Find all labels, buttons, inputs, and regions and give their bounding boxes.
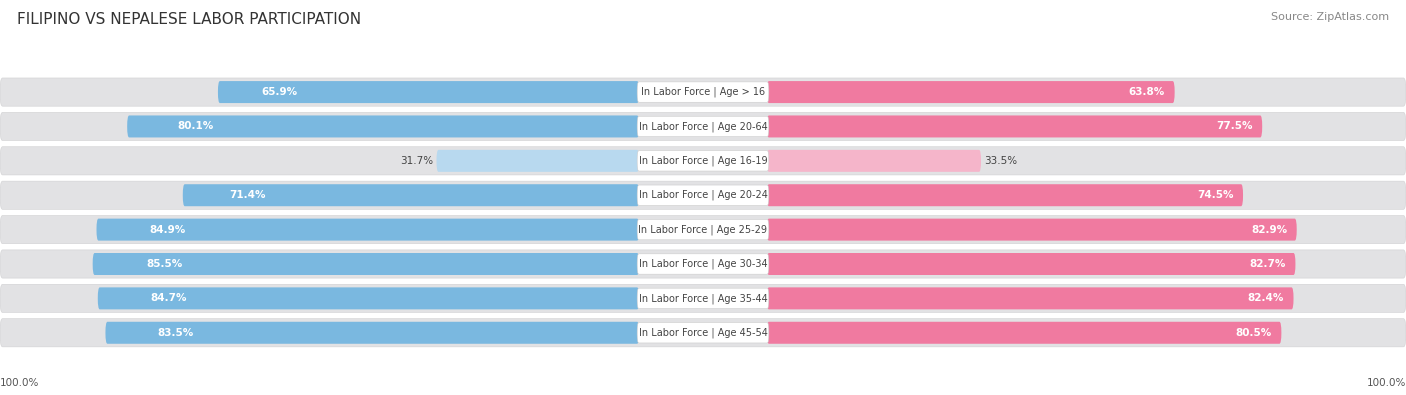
- FancyBboxPatch shape: [637, 254, 769, 274]
- Text: 82.4%: 82.4%: [1247, 293, 1284, 303]
- Text: 71.4%: 71.4%: [229, 190, 266, 200]
- FancyBboxPatch shape: [637, 219, 769, 240]
- Text: 82.7%: 82.7%: [1250, 259, 1286, 269]
- FancyBboxPatch shape: [0, 181, 1406, 209]
- FancyBboxPatch shape: [98, 288, 640, 309]
- Text: 84.9%: 84.9%: [149, 225, 186, 235]
- Text: 74.5%: 74.5%: [1197, 190, 1233, 200]
- FancyBboxPatch shape: [218, 81, 640, 103]
- Text: 82.9%: 82.9%: [1251, 225, 1286, 235]
- Text: In Labor Force | Age 20-24: In Labor Force | Age 20-24: [638, 190, 768, 201]
- Text: 77.5%: 77.5%: [1216, 121, 1253, 132]
- Text: In Labor Force | Age 45-54: In Labor Force | Age 45-54: [638, 327, 768, 338]
- FancyBboxPatch shape: [637, 150, 769, 171]
- Text: 31.7%: 31.7%: [401, 156, 433, 166]
- FancyBboxPatch shape: [766, 150, 981, 172]
- FancyBboxPatch shape: [637, 82, 769, 102]
- FancyBboxPatch shape: [93, 253, 640, 275]
- Text: 80.1%: 80.1%: [177, 121, 214, 132]
- FancyBboxPatch shape: [97, 218, 640, 241]
- Text: In Labor Force | Age 16-19: In Labor Force | Age 16-19: [638, 156, 768, 166]
- FancyBboxPatch shape: [766, 184, 1243, 206]
- FancyBboxPatch shape: [0, 319, 1406, 347]
- Text: In Labor Force | Age 20-64: In Labor Force | Age 20-64: [638, 121, 768, 132]
- Text: 63.8%: 63.8%: [1129, 87, 1166, 97]
- FancyBboxPatch shape: [637, 288, 769, 308]
- FancyBboxPatch shape: [0, 112, 1406, 141]
- FancyBboxPatch shape: [0, 250, 1406, 278]
- FancyBboxPatch shape: [105, 322, 640, 344]
- FancyBboxPatch shape: [766, 218, 1296, 241]
- FancyBboxPatch shape: [766, 81, 1174, 103]
- Text: 83.5%: 83.5%: [157, 328, 194, 338]
- FancyBboxPatch shape: [637, 116, 769, 137]
- FancyBboxPatch shape: [127, 115, 640, 137]
- Text: In Labor Force | Age 25-29: In Labor Force | Age 25-29: [638, 224, 768, 235]
- Text: In Labor Force | Age > 16: In Labor Force | Age > 16: [641, 87, 765, 97]
- Text: In Labor Force | Age 30-34: In Labor Force | Age 30-34: [638, 259, 768, 269]
- FancyBboxPatch shape: [0, 216, 1406, 244]
- Text: 100.0%: 100.0%: [1367, 378, 1406, 388]
- FancyBboxPatch shape: [0, 78, 1406, 106]
- Text: 33.5%: 33.5%: [984, 156, 1018, 166]
- Text: 84.7%: 84.7%: [150, 293, 187, 303]
- Text: FILIPINO VS NEPALESE LABOR PARTICIPATION: FILIPINO VS NEPALESE LABOR PARTICIPATION: [17, 12, 361, 27]
- Text: 80.5%: 80.5%: [1236, 328, 1272, 338]
- FancyBboxPatch shape: [766, 115, 1263, 137]
- FancyBboxPatch shape: [766, 253, 1295, 275]
- Text: Source: ZipAtlas.com: Source: ZipAtlas.com: [1271, 12, 1389, 22]
- FancyBboxPatch shape: [637, 323, 769, 343]
- FancyBboxPatch shape: [183, 184, 640, 206]
- FancyBboxPatch shape: [436, 150, 640, 172]
- FancyBboxPatch shape: [766, 322, 1281, 344]
- FancyBboxPatch shape: [0, 147, 1406, 175]
- FancyBboxPatch shape: [766, 288, 1294, 309]
- FancyBboxPatch shape: [0, 284, 1406, 312]
- Text: In Labor Force | Age 35-44: In Labor Force | Age 35-44: [638, 293, 768, 304]
- Text: 85.5%: 85.5%: [146, 259, 183, 269]
- Text: 100.0%: 100.0%: [0, 378, 39, 388]
- FancyBboxPatch shape: [637, 185, 769, 205]
- Text: 65.9%: 65.9%: [262, 87, 297, 97]
